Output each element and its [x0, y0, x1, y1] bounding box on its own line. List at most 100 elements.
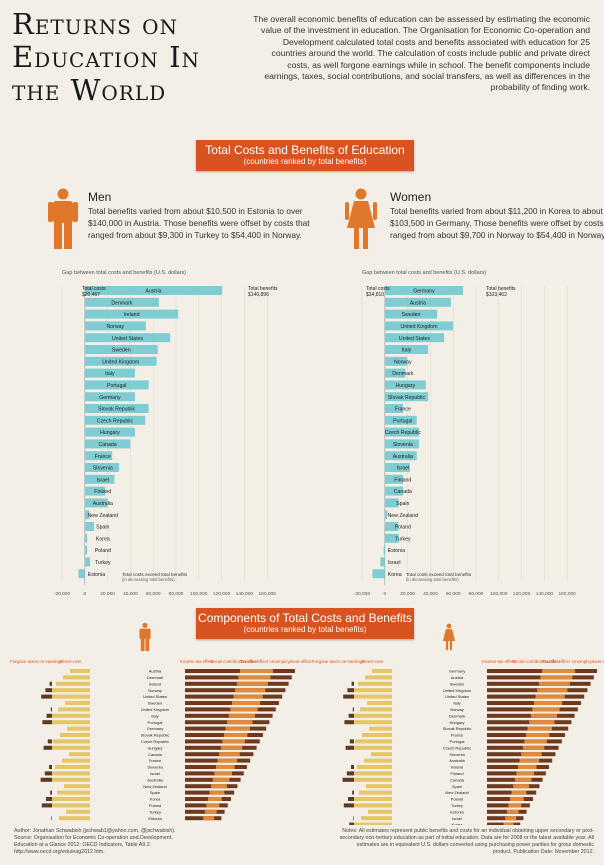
country-label: Slovak Republic	[388, 395, 426, 401]
country-label: Norway	[394, 359, 412, 365]
x-tick-label: 40,000	[123, 591, 138, 597]
men-comp-social-bar	[224, 733, 248, 737]
gap-bar-turkey	[84, 557, 91, 567]
country-label: Austria	[410, 300, 426, 306]
woman-small-icon	[442, 623, 456, 651]
women-comp-direct-bar	[346, 771, 354, 776]
intro-text: The overall economic benefits of educati…	[253, 14, 590, 93]
women-comp-cost-bar	[364, 758, 392, 763]
women-comp-country: Sweden	[450, 681, 464, 686]
women-comp-country: Germany	[449, 669, 465, 674]
men-comp-social-bar	[206, 803, 220, 808]
gap-bar-korea	[372, 569, 385, 579]
gap-bar-united-kingdom	[384, 321, 454, 331]
men-comp-country: Italy	[151, 713, 158, 718]
women-comp-direct-bar	[344, 720, 354, 725]
men-comp-country: Germany	[147, 726, 163, 731]
gap-bar-france	[84, 451, 113, 461]
gap-bar-austria	[384, 297, 451, 307]
women-comp-cost-bar	[354, 822, 392, 825]
gap-bar-united-states	[84, 333, 171, 343]
women-comp-social-bar	[513, 784, 529, 789]
women-comp-cost-bar	[357, 765, 392, 769]
men-comp-country: Canada	[148, 752, 163, 757]
women-comp-country: Slovak Republic	[443, 726, 472, 731]
women-comp-cost-bar	[358, 681, 392, 686]
women-comp-country: Finland	[450, 771, 463, 776]
gap-bar-austria	[84, 286, 223, 295]
gap-bar-spain	[84, 522, 94, 531]
women-comp-country: New Zealand	[445, 790, 469, 795]
country-label: Korea	[388, 572, 402, 578]
men-comp-direct-bar	[50, 790, 52, 795]
women-comp-country: Italy	[453, 701, 460, 706]
gap-bar-czech-republic	[384, 427, 419, 437]
women-comp-social-bar	[522, 745, 545, 750]
exceed-note: Total costs exceed total benefits	[122, 572, 188, 577]
gap-bar-sweden	[384, 309, 438, 319]
men-comp-direct-bar	[42, 720, 52, 725]
men-comp-cost-bar	[55, 765, 90, 769]
country-label: Slovak Republic	[98, 407, 136, 413]
women-comp-cost-bar	[359, 790, 392, 795]
women-comp-social-bar	[518, 765, 537, 769]
x-tick-label: 80,000	[169, 591, 184, 597]
country-label: Italy	[402, 348, 412, 354]
men-comp-direct-bar	[49, 681, 52, 686]
men-comp-cost-bar	[65, 701, 90, 705]
men-comp-cost-bar	[42, 694, 90, 699]
country-label: Finland	[394, 477, 411, 483]
women-comp-cost-bar	[362, 733, 392, 737]
country-label: Italy	[105, 371, 115, 377]
section1-title: Total Costs and Benefits of Education	[205, 143, 405, 157]
section2-title: Components of Total Costs and Benefits	[198, 611, 412, 625]
women-comp-cost-bar	[365, 675, 392, 680]
women-comp-cost-bar	[361, 816, 392, 821]
women-comp-country: Israel	[452, 816, 462, 821]
men-comp-cost-bar	[70, 669, 90, 673]
men-comp-direct-bar	[41, 694, 52, 699]
men-comp-cost-bar	[63, 675, 90, 680]
country-label: Turkey	[95, 560, 111, 566]
men-comp-cost-bar	[67, 726, 90, 731]
men-comp-cost-bar	[59, 816, 90, 821]
men-comp-country: Turkey	[149, 809, 161, 814]
country-label: Norway	[107, 324, 125, 330]
country-label: Portugal	[393, 418, 412, 424]
men-comp-social-bar	[216, 765, 235, 769]
country-label: Germany	[413, 289, 435, 295]
gap-bar-turkey	[384, 533, 399, 543]
women-comp-cost-bar	[350, 771, 392, 776]
men-comp-social-bar	[238, 675, 271, 680]
x-tick-label: 60,000	[446, 591, 461, 597]
gap-bar-norway	[384, 356, 408, 366]
women-comp-country: Canada	[450, 777, 465, 782]
gap-bar-finland	[84, 486, 106, 496]
section2-subtitle: (countries ranked by total benefits)	[243, 625, 367, 634]
women-comp-social-bar	[506, 809, 519, 814]
men-comp-direct-bar	[47, 739, 52, 744]
x-tick-label: 140,000	[536, 591, 554, 597]
women-comp-country: United States	[445, 694, 469, 699]
men-comp-cost-bar	[53, 739, 90, 744]
women-comp-direct-bar	[348, 713, 354, 718]
women-comp-country: Spain	[452, 784, 462, 789]
country-label: Canada	[99, 442, 117, 448]
men-comp-social-bar	[232, 701, 261, 705]
men-comp-social-bar	[217, 758, 238, 763]
men-comp-country: New Zealand	[143, 784, 167, 789]
country-label: Australia	[93, 501, 113, 507]
men-comp-cost-h1: Forgone taxes on earnings	[10, 659, 63, 664]
women-comp-cost-bar	[343, 777, 392, 782]
country-label: Turkey	[395, 536, 411, 542]
men-comp-social-bar	[227, 720, 253, 725]
country-label: Israel	[388, 560, 401, 566]
men-gap-label: Gap between total costs and benefits (U.…	[62, 270, 187, 276]
country-label: Slovenia	[93, 466, 113, 472]
women-comp-cost-bar	[355, 739, 392, 744]
men-comp-social-bar	[211, 784, 227, 789]
exceed-sub: (in decreasing total benefits)	[122, 577, 175, 582]
women-comp-cost-bar	[368, 809, 392, 814]
women-comp-social-bar	[527, 726, 552, 731]
x-tick-label: 20,000	[400, 591, 415, 597]
